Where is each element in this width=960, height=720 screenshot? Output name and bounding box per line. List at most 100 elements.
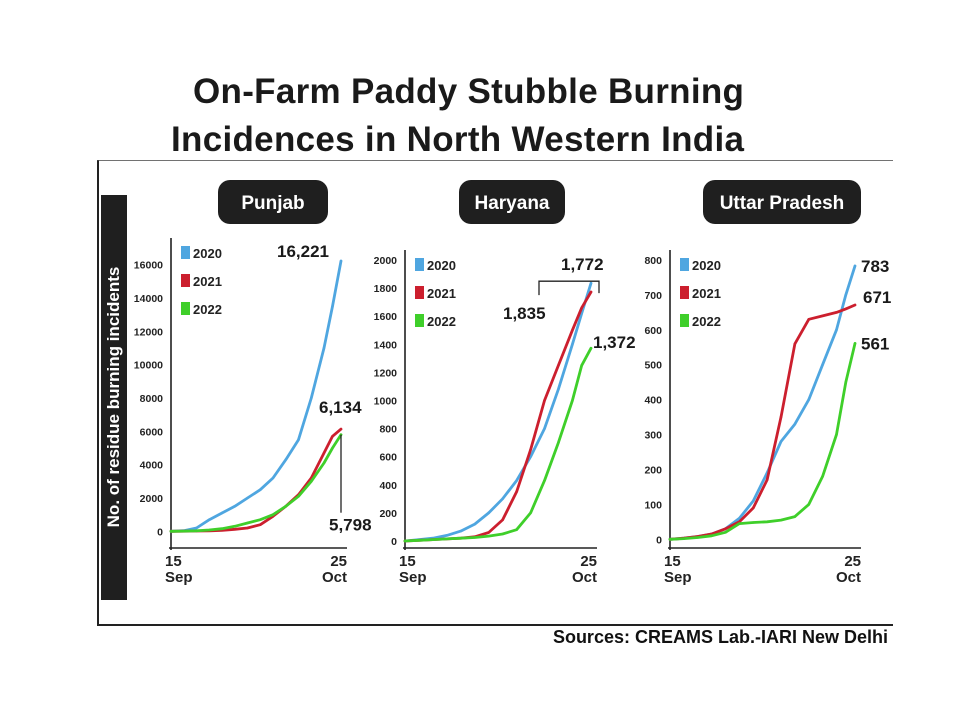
y-tick-label: 4000 xyxy=(140,460,164,472)
data-point-2021 xyxy=(765,478,769,482)
panel-badge xyxy=(703,180,861,224)
data-point-2020 xyxy=(844,293,847,297)
y-tick-label: 1000 xyxy=(374,395,398,407)
data-point-2022 xyxy=(529,511,532,515)
y-tick-label: 700 xyxy=(644,290,662,302)
data-point-2021 xyxy=(246,526,249,530)
data-label-2021: 1,772 xyxy=(561,255,604,274)
legend-label-2022: 2022 xyxy=(193,302,222,317)
x-tick-label: 15 xyxy=(399,553,416,570)
data-point-2020 xyxy=(208,518,211,521)
data-point-2022 xyxy=(284,505,287,508)
data-point-2022 xyxy=(779,518,783,522)
data-point-2020 xyxy=(543,427,546,430)
data-point-2021 xyxy=(844,307,847,311)
data-point-2022 xyxy=(331,446,334,450)
data-point-2020 xyxy=(445,534,449,537)
data-point-2022 xyxy=(765,520,769,524)
data-point-2020 xyxy=(246,496,249,500)
x-tick-label: Sep xyxy=(165,569,193,586)
y-tick-label: 800 xyxy=(379,424,397,436)
chart-title-line-1: On-Farm Paddy Stubble Burning xyxy=(193,72,745,111)
y-tick-label: 100 xyxy=(644,499,662,511)
data-point-2020 xyxy=(515,479,518,482)
data-point-2022 xyxy=(835,433,838,436)
data-point-2022 xyxy=(844,380,847,384)
data-point-2021 xyxy=(515,490,518,494)
data-point-2022 xyxy=(557,441,560,444)
data-point-2022 xyxy=(793,515,797,518)
panel-uttar-pradesh: Uttar Pradesh 0 100 200 300 400 500 600 700 800 15… xyxy=(644,180,891,586)
data-point-2020 xyxy=(487,511,490,515)
legend-swatch-2020 xyxy=(181,246,190,259)
data-label-2021: 671 xyxy=(863,288,891,307)
chart-title-line-2: Incidences in North Western India xyxy=(171,120,745,159)
x-tick-label: Oct xyxy=(322,569,347,586)
legend-swatch-2020 xyxy=(415,258,424,271)
data-point-2020 xyxy=(331,305,334,308)
x-tick-label: Sep xyxy=(664,569,692,586)
data-point-2022 xyxy=(571,399,574,402)
data-point-2022 xyxy=(322,461,326,465)
data-point-2022 xyxy=(310,480,313,483)
data-label-2022: 561 xyxy=(861,334,889,353)
data-point-2021 xyxy=(589,290,593,294)
x-tick-label: 15 xyxy=(664,553,681,570)
data-point-2021 xyxy=(259,523,262,526)
data-point-2022 xyxy=(445,537,449,541)
data-point-2021 xyxy=(557,364,560,367)
y-tick-label: 16000 xyxy=(134,260,163,272)
data-point-2022 xyxy=(233,525,236,528)
data-point-2020 xyxy=(589,281,593,285)
legend-label-2020: 2020 xyxy=(427,258,456,273)
frame-background xyxy=(97,160,893,626)
data-point-2022 xyxy=(682,537,686,540)
legend-label-2020: 2020 xyxy=(692,258,721,273)
data-point-2022 xyxy=(589,347,593,350)
legend-label-2021: 2021 xyxy=(427,286,456,301)
data-point-2020 xyxy=(233,505,236,508)
data-point-2021 xyxy=(724,527,727,530)
y-tick-label: 8000 xyxy=(140,393,164,405)
data-point-2022 xyxy=(297,495,300,498)
panel-title: Punjab xyxy=(241,193,304,214)
data-label-2022: 1,372 xyxy=(593,333,636,352)
y-tick-label: 300 xyxy=(644,430,662,442)
panel-haryana: Haryana 0 200 400 600 800 1000 1200 1400 1600 1800… xyxy=(374,180,636,586)
data-point-2020 xyxy=(779,440,783,443)
data-point-2022 xyxy=(752,521,755,524)
panel-title: Uttar Pradesh xyxy=(720,193,845,214)
data-point-2021 xyxy=(322,451,326,455)
data-point-2022 xyxy=(696,536,699,539)
legend-swatch-2022 xyxy=(181,302,190,315)
y-tick-label: 200 xyxy=(644,464,662,476)
data-point-2022 xyxy=(431,538,435,541)
y-tick-label: 14000 xyxy=(134,293,163,305)
data-point-2022 xyxy=(459,536,462,540)
data-point-2022 xyxy=(259,518,262,521)
data-point-2020 xyxy=(473,522,476,526)
y-tick-label: 12000 xyxy=(134,326,163,338)
data-point-2021 xyxy=(571,329,574,332)
data-point-2022 xyxy=(580,364,583,367)
data-label-2021: 6,134 xyxy=(319,398,362,417)
data-point-2022 xyxy=(668,538,672,541)
legend-label-2022: 2022 xyxy=(427,314,456,329)
y-tick-label: 600 xyxy=(644,325,662,337)
legend-label-2020: 2020 xyxy=(193,246,222,261)
y-tick-label: 0 xyxy=(391,536,397,548)
data-point-2021 xyxy=(487,531,490,534)
data-label-2020: 1,835 xyxy=(503,304,546,323)
data-point-2020 xyxy=(459,529,462,533)
y-axis-label-band xyxy=(101,195,127,600)
legend-swatch-2020 xyxy=(680,258,689,271)
data-point-2020 xyxy=(752,499,755,503)
data-label-2022: 5,798 xyxy=(329,516,372,535)
data-point-2020 xyxy=(310,396,313,400)
data-point-2020 xyxy=(557,388,560,391)
x-tick-label: Oct xyxy=(572,569,597,586)
annotation-bracket xyxy=(538,280,600,296)
panel-punjab: Punjab 0 2000 4000 6000 8000 10000 12000 14000 16… xyxy=(134,180,372,586)
data-point-2021 xyxy=(793,342,797,345)
data-point-2022 xyxy=(487,534,490,538)
